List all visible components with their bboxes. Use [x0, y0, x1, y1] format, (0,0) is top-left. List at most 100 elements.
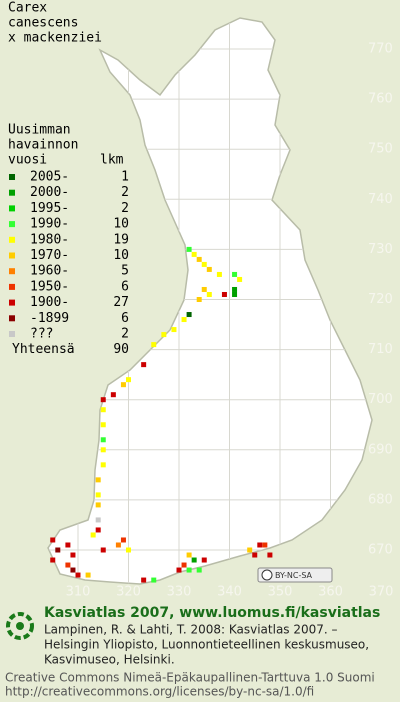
record-square: [232, 291, 238, 297]
legend-header: Uusimman: [8, 123, 71, 138]
record-square: [257, 542, 263, 548]
legend-count: 2: [121, 185, 129, 200]
record-square: [50, 557, 56, 563]
record-square: [201, 557, 207, 563]
record-square: [100, 437, 106, 443]
record-square: [196, 297, 202, 302]
legend-swatch: [9, 236, 15, 243]
record-square: [262, 542, 268, 548]
record-square: [70, 567, 76, 573]
legend-swatch: [9, 205, 15, 212]
legend-swatch: [9, 299, 15, 306]
x-tick-label: 340: [217, 585, 242, 600]
record-square: [181, 317, 187, 323]
record-square: [100, 447, 106, 453]
record-square: [100, 407, 106, 413]
record-square: [50, 537, 56, 543]
record-square: [186, 567, 192, 573]
legend-count: 10: [113, 248, 129, 263]
y-tick-label: 670: [368, 543, 393, 558]
logo: [6, 612, 34, 640]
record-square: [100, 547, 106, 553]
record-square: [232, 286, 238, 292]
y-tick-label: 710: [368, 342, 393, 357]
legend-label: 2000-: [30, 185, 69, 200]
legend-count: 2: [121, 327, 129, 342]
record-square: [151, 342, 157, 348]
record-square: [126, 377, 131, 383]
species-name: canescens: [8, 16, 78, 31]
legend-label: ???: [30, 327, 53, 342]
record-square: [216, 271, 222, 277]
record-square: [237, 276, 243, 282]
legend-label: 1995-: [30, 201, 69, 216]
legend-count: 1: [121, 170, 129, 185]
record-square: [65, 542, 71, 548]
record-square: [191, 557, 197, 563]
record-square: [196, 567, 202, 573]
y-tick-label: 740: [368, 192, 393, 207]
record-square: [115, 542, 121, 548]
record-square: [196, 256, 202, 262]
record-square: [151, 577, 157, 583]
total-count: 90: [113, 342, 129, 357]
record-square: [201, 286, 207, 292]
y-tick-label: 680: [368, 492, 393, 507]
legend-count: 10: [113, 217, 129, 232]
cc-badge: BY-NC-SA: [257, 567, 333, 583]
citation: Lampinen, R. & Lahti, T. 2008: Kasviatla…: [44, 623, 338, 637]
record-square: [206, 291, 212, 297]
country-outline: [47, 17, 373, 585]
record-square: [221, 291, 227, 297]
y-tick-label: 760: [368, 92, 393, 107]
legend-label: 1960-: [30, 264, 69, 279]
record-square: [247, 547, 253, 553]
records: [50, 246, 273, 583]
logo-mark: [6, 612, 34, 640]
record-square: [201, 261, 207, 267]
species-name: Carex: [8, 1, 47, 16]
license-url: http://creativecommons.org/licenses/by-n…: [5, 685, 314, 699]
footer-title: Kasviatlas 2007, www.luomus.fi/kasviatla…: [44, 605, 380, 621]
record-square: [181, 562, 187, 568]
record-square: [141, 577, 147, 583]
citation: Helsingin Yliopisto, Luonnontieteellinen…: [44, 638, 369, 652]
legend-label: 1980-: [30, 232, 69, 247]
legend-label: -1899: [30, 311, 69, 326]
legend-swatch: [9, 174, 15, 180]
y-tick-label: 700: [368, 392, 393, 407]
y-tick-label: 750: [368, 142, 393, 157]
record-square: [75, 572, 81, 578]
record-square: [85, 572, 91, 578]
legend-count: 5: [121, 264, 129, 279]
x-tick-label: 370: [369, 585, 394, 600]
legend-count: 6: [121, 311, 129, 326]
y-tick-label: 720: [368, 292, 393, 307]
citation: Kasvimuseo, Helsinki.: [44, 653, 175, 667]
record-square: [100, 462, 106, 468]
legend-swatch: [9, 252, 15, 259]
record-square: [176, 567, 182, 573]
record-square: [120, 537, 126, 543]
legend-swatch: [9, 189, 15, 196]
record-square: [90, 532, 96, 538]
record-square: [141, 362, 147, 368]
species-name: x mackenziei: [8, 31, 102, 46]
legend-header: vuosi: [8, 153, 47, 168]
record-square: [267, 552, 273, 558]
record-square: [191, 251, 197, 257]
record-square: [95, 492, 101, 498]
record-square: [110, 392, 116, 398]
legend-header: havainnon: [8, 138, 78, 153]
record-square: [95, 502, 101, 508]
total-label: Yhteensä: [12, 342, 75, 357]
record-square: [186, 246, 192, 252]
record-square: [171, 327, 177, 333]
record-square: [126, 547, 131, 553]
record-square: [100, 397, 106, 403]
record-square: [120, 382, 126, 388]
record-square: [186, 552, 192, 558]
